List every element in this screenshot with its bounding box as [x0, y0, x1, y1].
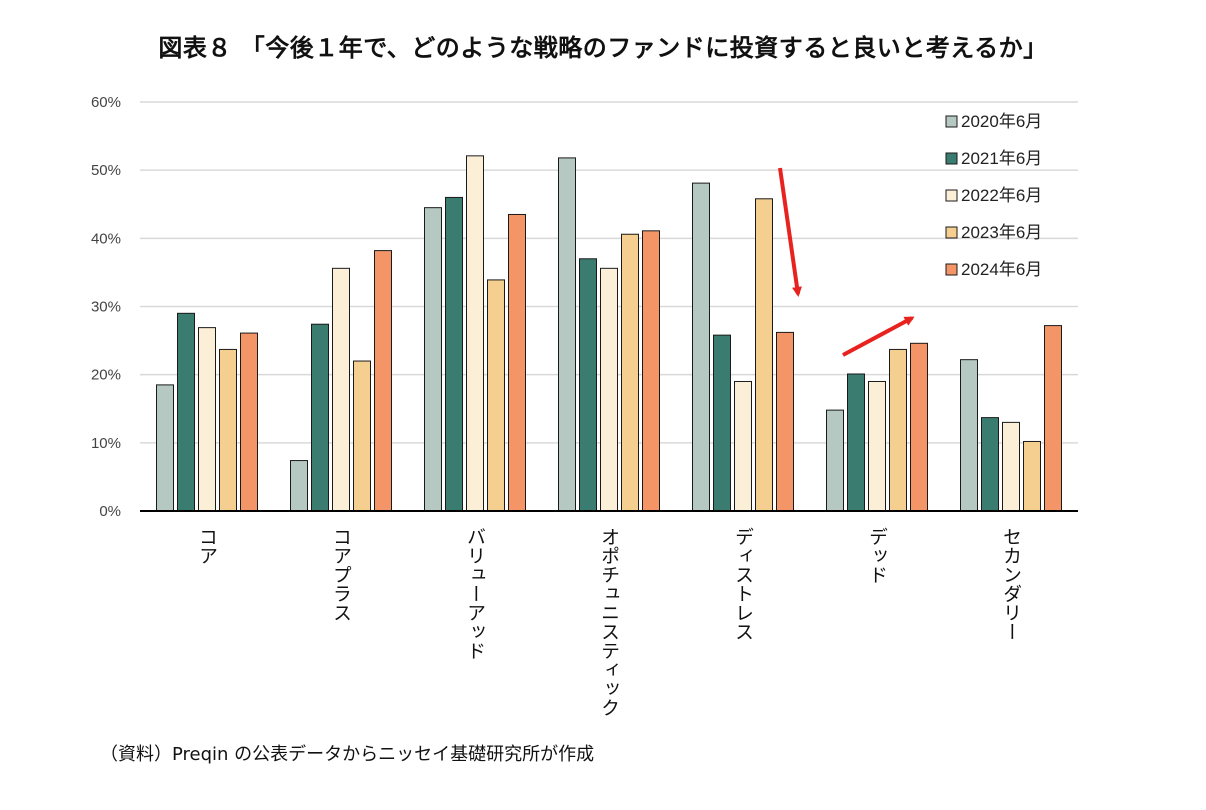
legend-label: 2020年6月 — [961, 112, 1042, 131]
legend-swatch — [945, 226, 958, 239]
bar — [156, 384, 174, 512]
y-tick-label: 40% — [91, 230, 121, 247]
bar — [240, 332, 258, 512]
y-tick-label: 30% — [91, 299, 121, 316]
y-tick-label: 0% — [99, 503, 121, 520]
bar — [621, 233, 639, 512]
bar — [600, 267, 618, 512]
bar — [1002, 421, 1020, 512]
bar — [1023, 440, 1041, 512]
bar — [487, 279, 505, 512]
legend-swatch — [945, 263, 958, 276]
y-tick-label: 10% — [91, 435, 121, 452]
bar — [826, 409, 844, 512]
legend-label: 2023年6月 — [961, 223, 1042, 242]
bar — [776, 331, 794, 512]
arrow-down-distress — [778, 167, 802, 297]
category-label: オポチュニスティック — [598, 527, 620, 717]
y-axis-ticks: 0% 10% 20% 30% 40% 50% 60% — [91, 94, 121, 520]
bar — [579, 258, 597, 512]
bar — [311, 323, 329, 512]
category-label: セカンダリー — [1000, 527, 1022, 641]
category-label: コアプラス — [330, 527, 352, 622]
bar — [290, 460, 308, 512]
bar — [692, 182, 710, 512]
arrow-up-debt — [842, 316, 915, 357]
legend-swatch — [945, 115, 958, 128]
bar — [642, 230, 660, 512]
bar — [847, 373, 865, 512]
bar — [374, 250, 392, 512]
y-tick-label: 60% — [91, 94, 121, 111]
bar — [981, 417, 999, 512]
bar — [755, 198, 773, 512]
category-label: バリューアッド — [464, 527, 486, 660]
bar — [508, 213, 526, 512]
bar — [889, 348, 907, 512]
bar — [332, 267, 350, 512]
bar — [353, 360, 371, 512]
bar — [558, 157, 576, 512]
source-note: （資料）Preqin の公表データからニッセイ基礎研究所が作成 — [100, 744, 595, 765]
bar — [177, 312, 195, 512]
category-label: デッド — [866, 527, 888, 584]
bar — [198, 327, 216, 512]
bars — [156, 155, 1062, 512]
bar — [466, 155, 484, 512]
bar — [734, 380, 752, 512]
bar — [713, 334, 731, 512]
category-labels: コア コアプラス バリューアッド オポチュニスティック ディストレス デッド セカンダリー — [196, 527, 1022, 717]
chart-title: 図表８ 「今後１年で、どのような戦略のファンドに投資すると良いと考えるか」 — [158, 34, 1048, 62]
category-label: コア — [196, 527, 218, 565]
bar — [868, 380, 886, 512]
y-tick-label: 50% — [91, 162, 121, 179]
legend-label: 2024年6月 — [961, 260, 1042, 279]
bar — [1044, 325, 1062, 512]
category-label: ディストレス — [732, 527, 754, 641]
bar — [219, 348, 237, 512]
bar — [910, 342, 928, 512]
legend-swatch — [945, 189, 958, 202]
y-tick-label: 20% — [91, 367, 121, 384]
bar — [445, 196, 463, 512]
bar — [960, 359, 978, 512]
legend: 2020年6月 2021年6月 2022年6月 2023年6月 2024年6月 — [945, 112, 1042, 279]
annotations — [778, 167, 915, 357]
legend-label: 2022年6月 — [961, 186, 1042, 205]
legend-label: 2021年6月 — [961, 149, 1042, 168]
legend-swatch — [945, 152, 958, 165]
bar — [424, 207, 442, 512]
